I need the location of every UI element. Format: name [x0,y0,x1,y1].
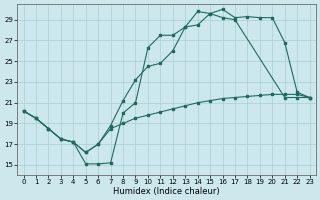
X-axis label: Humidex (Indice chaleur): Humidex (Indice chaleur) [113,187,220,196]
